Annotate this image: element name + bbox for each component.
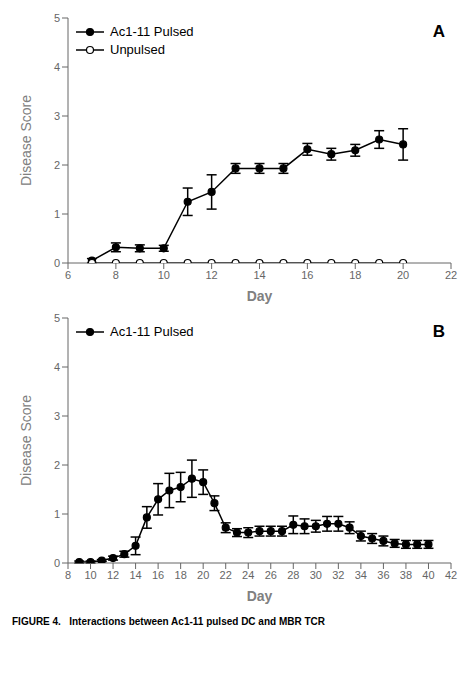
- svg-text:12: 12: [206, 269, 218, 281]
- html-text:Unpulsed: Unpulsed: [110, 42, 165, 57]
- svg-text:20: 20: [397, 269, 409, 281]
- svg-text:14: 14: [253, 269, 265, 281]
- svg-text:4: 4: [54, 361, 60, 373]
- svg-text:Disease Score: Disease Score: [18, 395, 34, 486]
- svg-text:0: 0: [54, 257, 60, 269]
- svg-text:24: 24: [242, 569, 254, 581]
- svg-text:18: 18: [175, 569, 187, 581]
- svg-text:5: 5: [54, 12, 60, 24]
- svg-text:16: 16: [152, 569, 164, 581]
- svg-text:16: 16: [301, 269, 313, 281]
- svg-text:34: 34: [355, 569, 367, 581]
- svg-text:40: 40: [422, 569, 434, 581]
- svg-text:42: 42: [445, 569, 457, 581]
- html-text:FIGURE 4. Interactions between: FIGURE 4. Interactions between Ac1-11 pu…: [12, 616, 325, 627]
- svg-text:8: 8: [65, 569, 71, 581]
- html-text:Ac1-11 Pulsed: Ac1-11 Pulsed: [110, 24, 194, 39]
- svg-text:Day: Day: [247, 588, 273, 604]
- svg-text:18: 18: [349, 269, 361, 281]
- svg-text:3: 3: [54, 110, 60, 122]
- svg-text:26: 26: [265, 569, 277, 581]
- svg-text:0: 0: [54, 557, 60, 569]
- svg-text:30: 30: [310, 569, 322, 581]
- svg-text:4: 4: [54, 61, 60, 73]
- svg-text:2: 2: [54, 159, 60, 171]
- svg-text:5: 5: [54, 312, 60, 324]
- html-text:A: A: [432, 22, 445, 41]
- html-text:B: B: [432, 322, 445, 341]
- svg-text:32: 32: [332, 569, 344, 581]
- svg-text:1: 1: [54, 508, 60, 520]
- html-text:Ac1-11 Pulsed: Ac1-11 Pulsed: [110, 324, 194, 339]
- svg-text:36: 36: [377, 569, 389, 581]
- svg-text:20: 20: [197, 569, 209, 581]
- svg-text:14: 14: [129, 569, 141, 581]
- svg-text:12: 12: [107, 569, 119, 581]
- svg-text:3: 3: [54, 410, 60, 422]
- svg-text:22: 22: [220, 569, 232, 581]
- svg-text:28: 28: [287, 569, 299, 581]
- svg-text:10: 10: [84, 569, 96, 581]
- svg-text:Day: Day: [247, 288, 273, 304]
- svg-text:8: 8: [113, 269, 119, 281]
- svg-text:10: 10: [158, 269, 170, 281]
- svg-text:2: 2: [54, 459, 60, 471]
- svg-text:1: 1: [54, 208, 60, 220]
- svg-text:38: 38: [400, 569, 412, 581]
- svg-text:Disease Score: Disease Score: [18, 95, 34, 186]
- svg-text:22: 22: [445, 269, 457, 281]
- svg-text:6: 6: [65, 269, 71, 281]
